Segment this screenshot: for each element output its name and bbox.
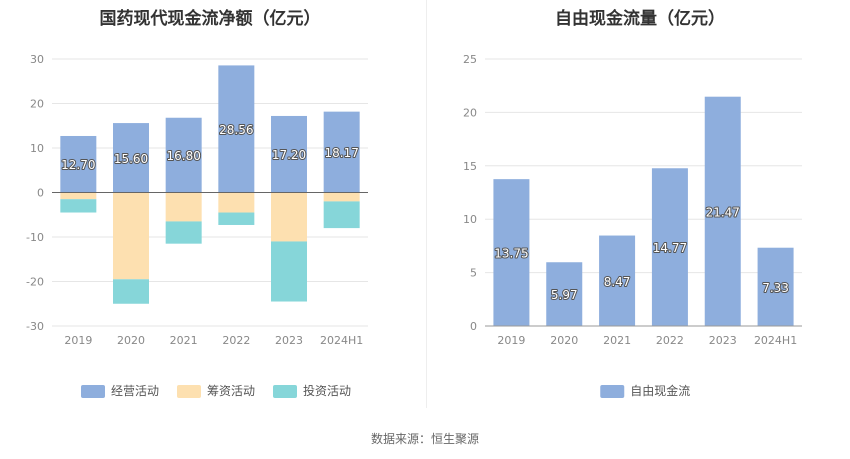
- x-tick-label: 2024H1: [320, 334, 363, 347]
- bar: [271, 192, 307, 242]
- bar: [323, 111, 360, 193]
- bar: [493, 179, 530, 326]
- y-tick-label: -10: [26, 231, 44, 244]
- y-tick-label: 25: [463, 53, 477, 66]
- data-label: 5.97: [551, 288, 578, 302]
- data-source: 数据来源：恒生聚源: [370, 432, 479, 446]
- bar: [165, 117, 202, 193]
- bar: [704, 96, 741, 326]
- legend-swatch: [273, 385, 297, 398]
- data-label: 13.75: [494, 247, 528, 261]
- bar: [60, 199, 97, 213]
- x-tick-label: 2019: [497, 334, 525, 347]
- bar: [218, 212, 255, 225]
- x-tick-label: 2023: [275, 334, 303, 347]
- cashflow-chart: 30 20 10 0 -10 -20 -30 2019 2020 2021 2022 2023 2024…: [26, 53, 368, 398]
- y-tick-label: 5: [470, 267, 477, 280]
- data-label: 17.20: [272, 148, 306, 162]
- data-label: 8.47: [604, 275, 631, 289]
- x-tick-label: 2024H1: [754, 334, 797, 347]
- bar: [165, 221, 202, 244]
- charts-canvas: 30 20 10 0 -10 -20 -30 2019 2020 2021 2022 2023 2024…: [26, 53, 802, 398]
- data-label: 18.17: [324, 146, 358, 160]
- x-tick-label: 2021: [603, 334, 631, 347]
- bar: [218, 65, 255, 193]
- data-label: 21.47: [706, 205, 740, 219]
- x-tick-label: 2022: [656, 334, 684, 347]
- x-tick-label: 2020: [117, 334, 145, 347]
- y-tick-label: 30: [30, 53, 44, 66]
- fcf-chart: 25 20 15 10 5 0 2019 2020 2021 2022 2023 2024H1 13.7…: [463, 53, 802, 398]
- bar: [113, 123, 149, 193]
- y-tick-label: 20: [463, 106, 477, 119]
- y-tick-label: -20: [26, 276, 44, 289]
- x-tick-label: 2022: [222, 334, 250, 347]
- bar: [757, 247, 794, 326]
- legend-label: 经营活动: [111, 384, 159, 398]
- chart-title-cashflow: 国药现代现金流净额（亿元）: [99, 9, 321, 29]
- y-tick-label: 10: [463, 213, 477, 226]
- data-label: 12.70: [61, 158, 95, 172]
- legend-swatch: [600, 385, 625, 398]
- bar: [60, 192, 97, 200]
- y-tick-label: 10: [30, 142, 44, 155]
- bar: [546, 262, 583, 326]
- data-label: 7.33: [762, 281, 789, 295]
- panel-divider: [426, 0, 427, 408]
- bar: [323, 201, 360, 229]
- y-tick-label: 20: [30, 98, 44, 111]
- legend-label: 筹资活动: [207, 384, 255, 398]
- bar: [60, 135, 97, 193]
- data-label: 15.60: [114, 152, 148, 166]
- bar: [271, 241, 307, 302]
- bar: [113, 192, 149, 280]
- legend-swatch: [177, 385, 201, 398]
- y-tick-label: 15: [463, 160, 477, 173]
- bar: [113, 279, 149, 304]
- data-label: 14.77: [653, 241, 687, 255]
- x-tick-label: 2020: [550, 334, 578, 347]
- x-tick-label: 2023: [709, 334, 737, 347]
- bar: [323, 192, 360, 202]
- data-label: 16.80: [166, 149, 200, 163]
- legend-swatch: [81, 385, 105, 398]
- legend-label: 自由现金流: [630, 383, 690, 398]
- bar: [651, 168, 688, 326]
- bar: [599, 235, 636, 326]
- y-tick-label: -30: [26, 320, 44, 333]
- y-tick-label: 0: [470, 320, 477, 333]
- data-label: 28.56: [219, 123, 253, 137]
- bar: [271, 115, 307, 193]
- y-tick-label: 0: [37, 187, 44, 200]
- x-tick-label: 2019: [64, 334, 92, 347]
- bar: [218, 192, 255, 213]
- bar: [165, 192, 202, 222]
- x-tick-label: 2021: [170, 334, 198, 347]
- chart-title-fcf: 自由现金流量（亿元）: [555, 9, 725, 29]
- legend-label: 投资活动: [303, 383, 351, 398]
